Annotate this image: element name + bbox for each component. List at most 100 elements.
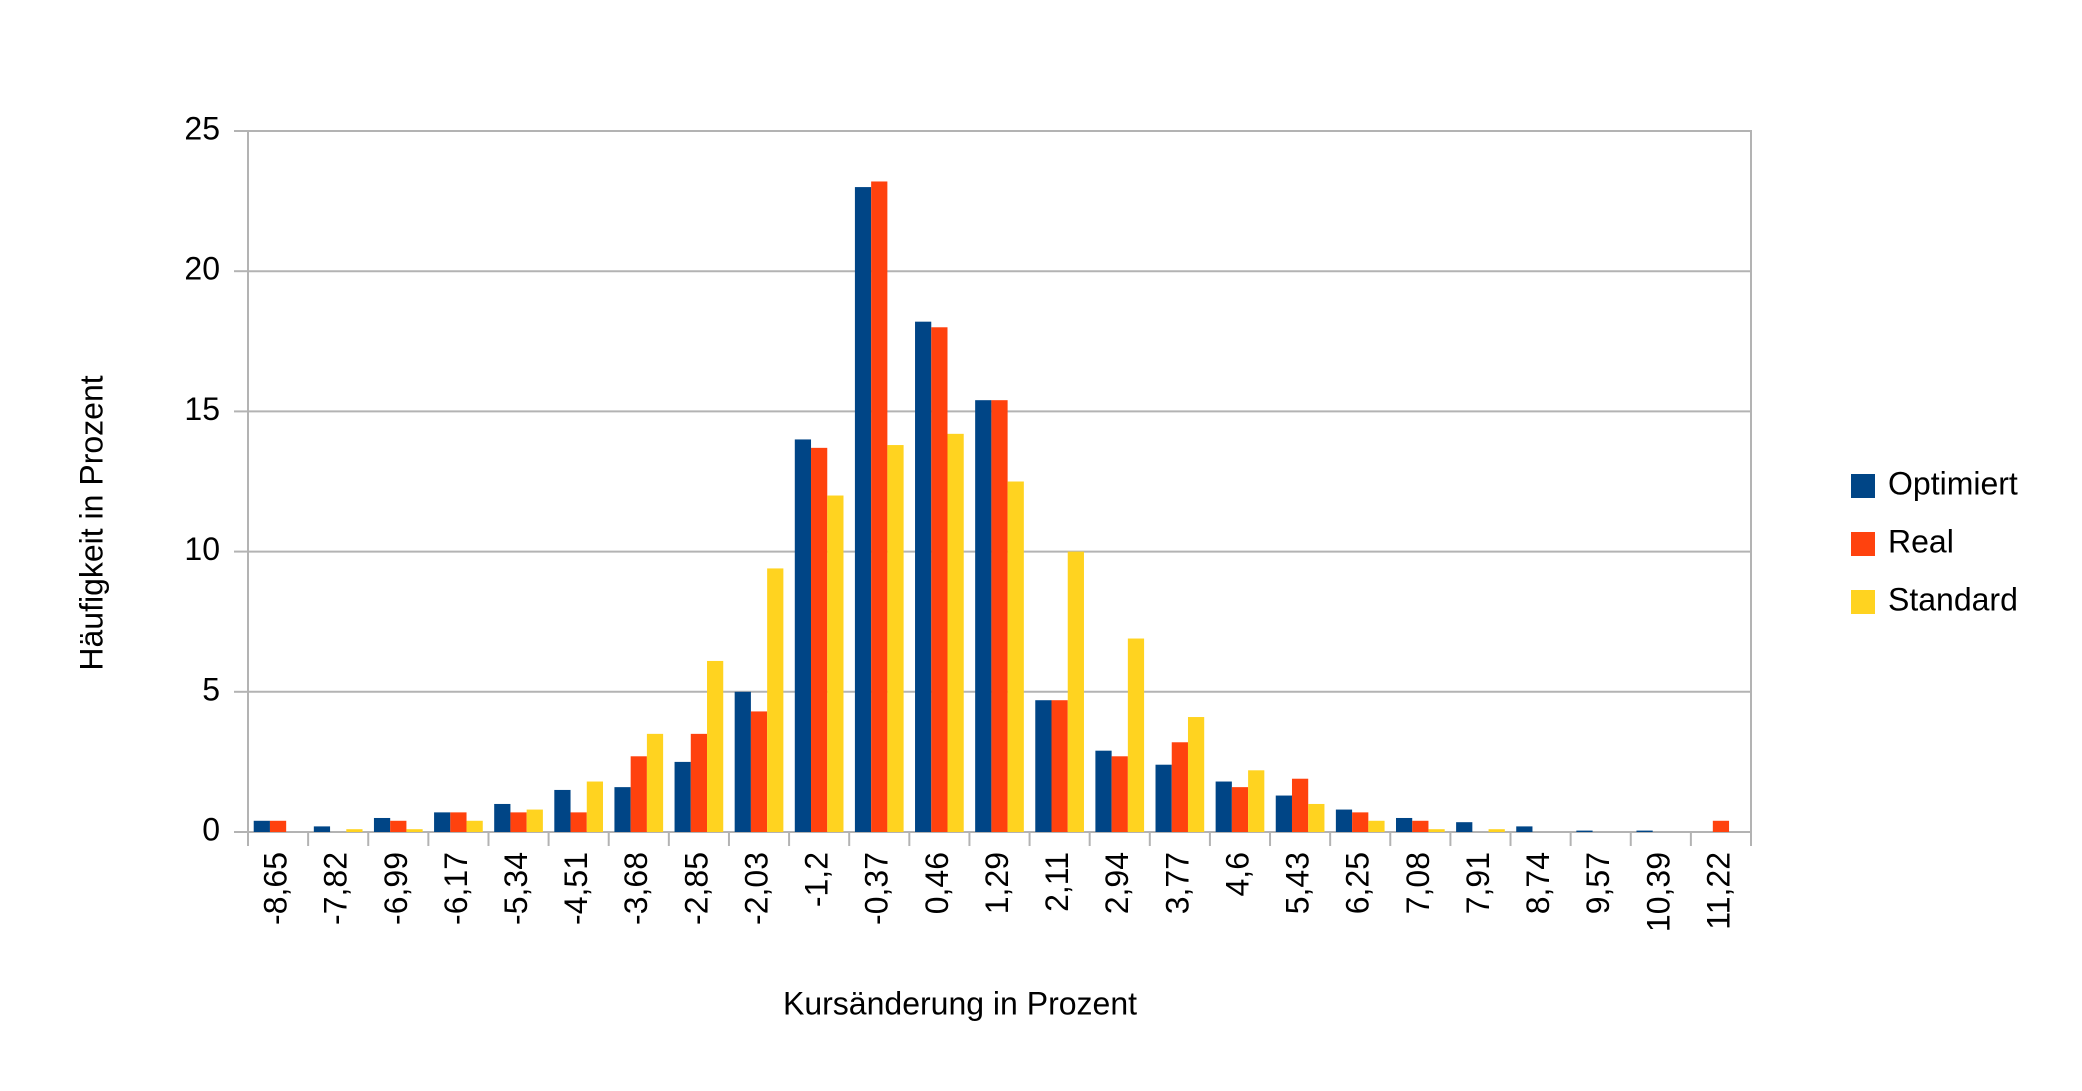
bar [406, 829, 423, 832]
legend-label: Standard [1888, 581, 2018, 617]
bar [690, 733, 708, 832]
bar [1516, 826, 1533, 832]
bar [1488, 829, 1505, 832]
bar [434, 812, 451, 832]
x-tick-label: -1,2 [799, 852, 835, 907]
bar [1275, 795, 1292, 832]
bar [1155, 764, 1172, 832]
bar [1248, 770, 1265, 832]
bar [526, 809, 543, 832]
bar [554, 789, 571, 832]
y-tick-label: 25 [184, 110, 220, 146]
x-tick-label: -6,99 [378, 852, 414, 925]
bar [1051, 700, 1068, 832]
bar [991, 400, 1008, 832]
bar [346, 829, 363, 832]
x-tick-label: -5,34 [498, 852, 534, 925]
bar [1007, 481, 1024, 832]
bar [1067, 551, 1084, 832]
bar [794, 439, 812, 832]
bar [253, 820, 270, 832]
bar [1291, 778, 1309, 832]
x-tick-label: -4,51 [558, 852, 594, 925]
bar [1428, 829, 1445, 832]
bar [1636, 830, 1653, 832]
bar [1215, 781, 1232, 832]
bar [1111, 756, 1128, 832]
bar [1187, 717, 1205, 832]
bar [1352, 812, 1369, 832]
x-tick-label: 0,46 [919, 852, 955, 914]
bar [646, 733, 664, 832]
bar [586, 781, 604, 832]
bar [975, 400, 992, 832]
bar [1308, 803, 1325, 832]
x-tick-label: 2,94 [1099, 852, 1135, 914]
legend-swatch [1851, 532, 1875, 556]
x-tick-label: 4,6 [1219, 852, 1255, 896]
y-tick-label: 20 [184, 251, 220, 287]
y-tick-label: 5 [202, 671, 220, 707]
x-tick-label: 3,77 [1159, 852, 1195, 914]
bar [1171, 742, 1188, 832]
bar [450, 812, 467, 832]
y-tick-label: 10 [184, 531, 220, 567]
x-tick-label: 2,11 [1039, 852, 1075, 912]
bar [854, 187, 872, 832]
x-tick-label: 10,39 [1640, 852, 1676, 932]
bar [570, 812, 587, 832]
y-tick-label: 0 [202, 811, 220, 847]
bar [630, 756, 647, 832]
y-axis-title: Häufigkeit in Prozent [73, 375, 109, 670]
bar [1127, 638, 1145, 832]
bar [707, 660, 724, 832]
bar [1368, 820, 1385, 832]
x-tick-label: 7,91 [1460, 852, 1496, 914]
bar [887, 445, 904, 832]
bar [510, 812, 527, 832]
legend-label: Optimiert [1888, 465, 2018, 501]
bar [373, 817, 391, 832]
bar [827, 495, 844, 832]
bar [674, 761, 691, 832]
bar [1395, 817, 1413, 832]
x-axis-title: Kursänderung in Prozent [783, 985, 1137, 1021]
legend-swatch [1851, 590, 1875, 614]
x-tick-label: -6,17 [438, 852, 474, 925]
bar [767, 568, 784, 832]
legend-label: Real [1888, 523, 1954, 559]
bar [313, 826, 331, 832]
y-tick-label: 15 [184, 391, 220, 427]
legend-swatch [1851, 474, 1875, 498]
bar [750, 711, 768, 832]
bar [1576, 830, 1593, 832]
bar [1095, 750, 1112, 832]
bar [390, 820, 407, 832]
bar [494, 803, 511, 832]
bar [811, 447, 828, 832]
x-tick-label: -2,85 [678, 852, 714, 925]
bar [915, 321, 932, 832]
bar [947, 433, 964, 832]
bar [871, 181, 888, 833]
x-tick-label: 8,74 [1520, 852, 1556, 914]
x-tick-label: -8,65 [258, 852, 294, 925]
bar [269, 820, 287, 832]
x-tick-label: -2,03 [738, 852, 774, 925]
bar [1456, 822, 1473, 832]
x-tick-label: 9,57 [1580, 852, 1616, 914]
bar [1712, 820, 1730, 832]
bar [1412, 820, 1429, 832]
x-tick-label: 6,25 [1340, 852, 1376, 914]
x-tick-label: 7,08 [1400, 852, 1436, 914]
x-tick-label: 5,43 [1280, 852, 1316, 914]
bar [1335, 809, 1353, 832]
bar [466, 820, 483, 832]
x-tick-label: -0,37 [859, 852, 895, 925]
x-tick-label: -3,68 [618, 852, 654, 925]
x-tick-label: 11,22 [1700, 852, 1736, 930]
bar [931, 327, 948, 832]
x-tick-label: 1,29 [979, 852, 1015, 914]
bar [1231, 787, 1249, 832]
